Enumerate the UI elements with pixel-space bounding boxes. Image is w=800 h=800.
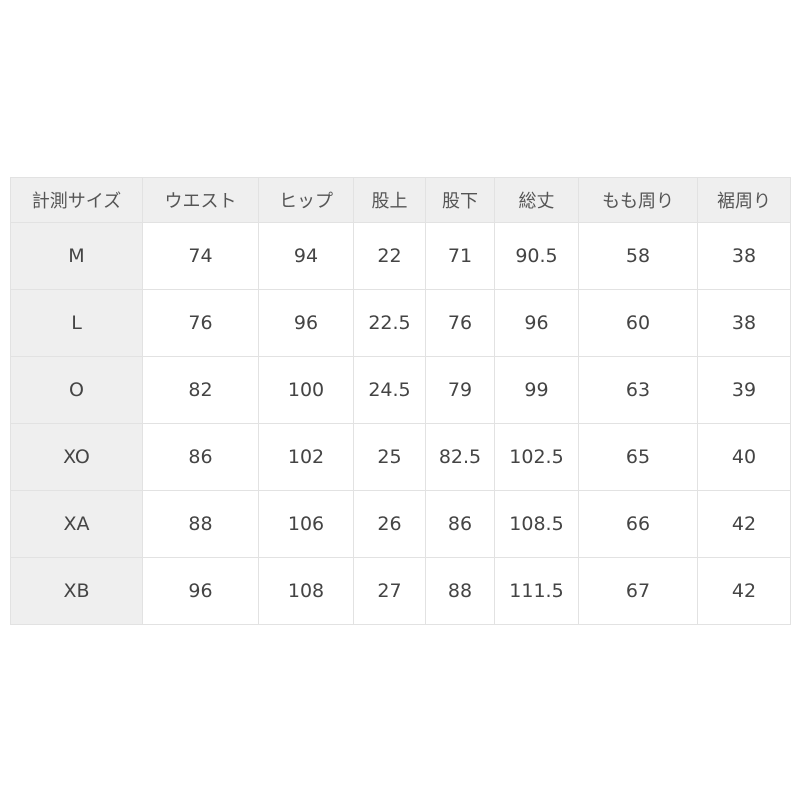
header-row: 計測サイズ ウエスト ヒップ 股上 股下 総丈 もも周り 裾周り: [10, 177, 791, 223]
measurement-cell: 96: [142, 557, 259, 625]
table-row: XB 96 108 27 88 111.5 67 42: [10, 557, 791, 625]
measurement-cell: 26: [353, 490, 426, 558]
size-label: M: [10, 222, 143, 290]
measurement-cell: 42: [697, 557, 791, 625]
table-row: L 76 96 22.5 76 96 60 38: [10, 289, 791, 357]
measurement-cell: 88: [425, 557, 495, 625]
measurement-cell: 60: [578, 289, 698, 357]
column-header: ウエスト: [142, 177, 259, 223]
column-header: 股下: [425, 177, 495, 223]
measurement-cell: 27: [353, 557, 426, 625]
measurement-cell: 102: [258, 423, 354, 491]
measurement-cell: 58: [578, 222, 698, 290]
measurement-cell: 38: [697, 222, 791, 290]
measurement-cell: 96: [258, 289, 354, 357]
column-header: 総丈: [494, 177, 579, 223]
measurement-cell: 74: [142, 222, 259, 290]
column-header: 股上: [353, 177, 426, 223]
measurement-cell: 86: [142, 423, 259, 491]
size-chart-table: 計測サイズ ウエスト ヒップ 股上 股下 総丈 もも周り 裾周り M 74 94 22 71 90.5 5…: [10, 177, 791, 625]
size-label: XA: [10, 490, 143, 558]
measurement-cell: 88: [142, 490, 259, 558]
measurement-cell: 90.5: [494, 222, 579, 290]
measurement-cell: 94: [258, 222, 354, 290]
measurement-cell: 67: [578, 557, 698, 625]
measurement-cell: 108.5: [494, 490, 579, 558]
column-header: ヒップ: [258, 177, 354, 223]
measurement-cell: 79: [425, 356, 495, 424]
measurement-cell: 82: [142, 356, 259, 424]
measurement-cell: 86: [425, 490, 495, 558]
size-label: L: [10, 289, 143, 357]
measurement-cell: 102.5: [494, 423, 579, 491]
measurement-cell: 38: [697, 289, 791, 357]
measurement-cell: 100: [258, 356, 354, 424]
table-row: XA 88 106 26 86 108.5 66 42: [10, 490, 791, 558]
measurement-cell: 65: [578, 423, 698, 491]
measurement-cell: 22.5: [353, 289, 426, 357]
measurement-cell: 82.5: [425, 423, 495, 491]
size-label: XO: [10, 423, 143, 491]
measurement-cell: 42: [697, 490, 791, 558]
measurement-cell: 108: [258, 557, 354, 625]
column-header: 裾周り: [697, 177, 791, 223]
measurement-cell: 76: [142, 289, 259, 357]
measurement-cell: 24.5: [353, 356, 426, 424]
measurement-cell: 106: [258, 490, 354, 558]
measurement-cell: 63: [578, 356, 698, 424]
column-header: もも周り: [578, 177, 698, 223]
table-row: XO 86 102 25 82.5 102.5 65 40: [10, 423, 791, 491]
table-row: O 82 100 24.5 79 99 63 39: [10, 356, 791, 424]
table-row: M 74 94 22 71 90.5 58 38: [10, 222, 791, 290]
measurement-cell: 39: [697, 356, 791, 424]
measurement-cell: 22: [353, 222, 426, 290]
measurement-cell: 40: [697, 423, 791, 491]
measurement-cell: 66: [578, 490, 698, 558]
measurement-cell: 25: [353, 423, 426, 491]
size-label: O: [10, 356, 143, 424]
column-header: 計測サイズ: [10, 177, 143, 223]
measurement-cell: 99: [494, 356, 579, 424]
measurement-cell: 71: [425, 222, 495, 290]
measurement-cell: 96: [494, 289, 579, 357]
measurement-cell: 76: [425, 289, 495, 357]
size-label: XB: [10, 557, 143, 625]
measurement-cell: 111.5: [494, 557, 579, 625]
